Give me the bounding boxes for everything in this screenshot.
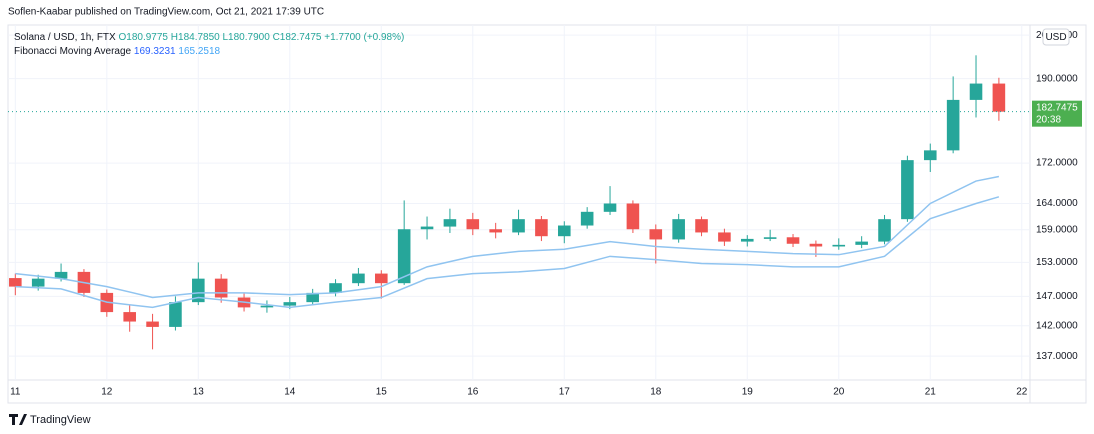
- y-tick-label: 190.0000: [1036, 73, 1078, 84]
- x-tick-label: 12: [101, 387, 113, 398]
- candle-body: [329, 283, 342, 293]
- candle-body: [192, 278, 205, 303]
- currency-badge: [1042, 28, 1070, 46]
- candle-body: [557, 225, 571, 237]
- candle-body: [169, 302, 182, 327]
- candle-body: [283, 302, 297, 306]
- moving-average: [15, 175, 1000, 299]
- candle-body: [420, 226, 434, 230]
- candle-body: [466, 219, 480, 230]
- candle-body: [832, 244, 846, 247]
- moving-average: [15, 196, 1000, 309]
- candle-body: [763, 237, 777, 239]
- candle-body: [123, 312, 136, 322]
- candle-body: [718, 232, 731, 242]
- price-label: 182.7475: [1036, 102, 1078, 113]
- y-tick-label: 164.0000: [1036, 198, 1078, 209]
- candle-body: [352, 273, 365, 284]
- indicator-name: Fibonacci Moving Average: [14, 46, 132, 57]
- currency: USD: [1045, 32, 1066, 43]
- candle-body: [214, 278, 228, 298]
- x-tick-label: 17: [559, 387, 571, 398]
- candle-body: [306, 292, 319, 303]
- candle-body: [260, 305, 274, 308]
- indicator-value: 165.2518: [178, 46, 220, 57]
- candle-body: [809, 243, 823, 247]
- high: H184.7850: [171, 32, 220, 43]
- candle-body: [489, 229, 502, 233]
- candle-body: [626, 203, 640, 230]
- candle-body: [969, 83, 983, 100]
- candle-body: [397, 229, 411, 284]
- candle-body: [375, 273, 388, 284]
- y-tick-label: 159.0000: [1036, 224, 1078, 235]
- candle-body: [901, 160, 914, 220]
- candle-body: [672, 219, 685, 240]
- candle-body: [54, 271, 68, 279]
- candle-body: [9, 278, 22, 287]
- candle-body: [786, 237, 800, 244]
- symbol: Solana / USD, 1h, FTX: [14, 32, 116, 43]
- grid: [8, 25, 1030, 380]
- x-tick-label: 13: [193, 387, 205, 398]
- candle-body: [923, 150, 937, 161]
- x-tick-label: 21: [925, 387, 937, 398]
- indicator-value: 169.3231: [134, 46, 176, 57]
- close: C182.7475: [273, 32, 322, 43]
- x-tick-label: 20: [833, 387, 845, 398]
- axes: 137.0000 142.0000 147.0000 153.0000 159.0000…: [10, 28, 1082, 398]
- indicator-legend: Fibonacci Moving Average 169.3231 165.25…: [14, 46, 221, 57]
- y-tick-label: 137.0000: [1036, 351, 1078, 362]
- candle-body: [443, 219, 457, 227]
- candle-body: [146, 321, 159, 327]
- candle-body: [603, 203, 617, 212]
- candle-body: [695, 219, 708, 233]
- x-tick-label: 11: [10, 387, 21, 398]
- x-tick-label: 22: [1016, 387, 1028, 398]
- candle-body: [649, 229, 663, 240]
- x-tick-label: 18: [650, 387, 662, 398]
- plot: [8, 55, 1030, 350]
- candle-body: [512, 219, 525, 233]
- y-tick-label: 142.0000: [1036, 320, 1078, 331]
- candle-body: [992, 83, 1006, 112]
- chart-frame: [7, 24, 1087, 404]
- y-tick-label: 153.0000: [1036, 257, 1078, 268]
- price-badge: [1032, 100, 1082, 127]
- footer: TradingView: [30, 414, 91, 426]
- candle-body: [878, 219, 891, 242]
- candle-body: [31, 278, 45, 287]
- x-tick-label: 19: [742, 387, 754, 398]
- x-tick-label: 14: [284, 387, 296, 398]
- candle-body: [855, 241, 868, 245]
- candle-body: [580, 211, 594, 226]
- x-tick-label: 16: [467, 387, 479, 398]
- countdown: 20:38: [1036, 114, 1061, 125]
- header: Soflen-Kaabar published on TradingView.c…: [8, 7, 324, 18]
- footer-logo: [9, 414, 27, 425]
- y-tick-label: 147.0000: [1036, 291, 1078, 302]
- open: O180.9775: [119, 32, 169, 43]
- y-tick-label: 172.0000: [1036, 158, 1078, 169]
- legend: Solana / USD, 1h, FTX O180.9775 H184.785…: [14, 32, 404, 43]
- change: +1.7700 (+0.98%): [324, 32, 404, 43]
- candle-body: [946, 99, 960, 151]
- candle-body: [740, 238, 754, 242]
- x-tick-label: 15: [376, 387, 388, 398]
- candle-body: [535, 219, 548, 237]
- low: L180.7900: [223, 32, 271, 43]
